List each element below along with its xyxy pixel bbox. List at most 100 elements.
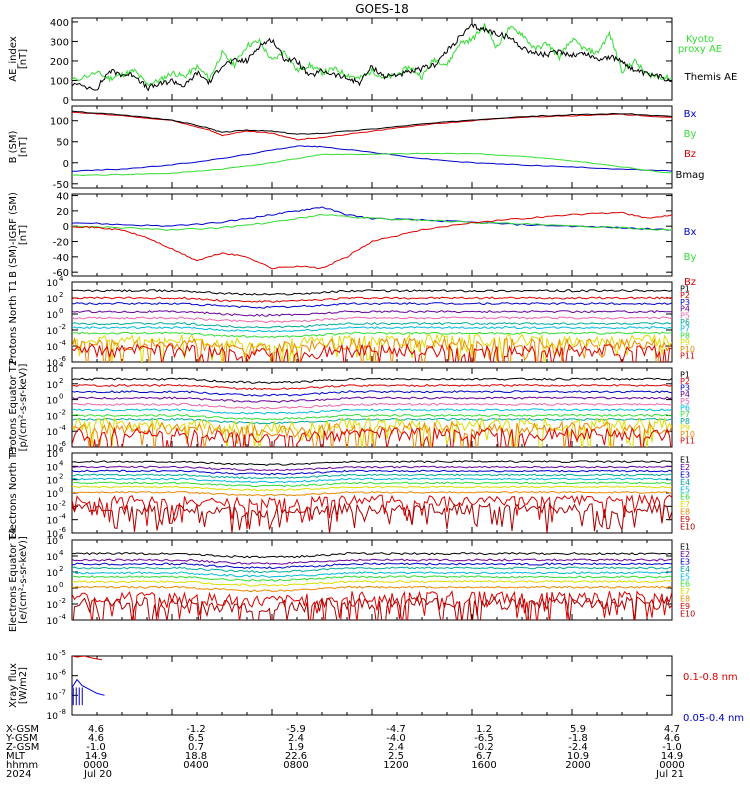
y-tick-label: 50 [56, 138, 69, 149]
y-tick-exponent: -4 [59, 613, 67, 621]
ephemeris-cell: 2.4 [288, 733, 304, 744]
legend-label: By [684, 252, 697, 263]
ephemeris-cell: -5.9 [286, 724, 306, 735]
channel-label: E10 [680, 609, 695, 618]
channel-p9 [72, 332, 672, 362]
channel-e8 [72, 585, 672, 593]
plot-area [72, 289, 672, 362]
y-tick-label: 10 [47, 617, 59, 627]
y-tick-exponent: -8 [59, 708, 66, 716]
y-tick-label: 10 [47, 365, 59, 375]
ephemeris-cell: -4.0 [386, 733, 406, 744]
y-tick-exponent: -6 [59, 355, 67, 363]
legend-label: proxy AE [678, 44, 722, 55]
channel-p11 [72, 426, 672, 447]
legend-label: Bz [684, 277, 696, 288]
series-bz [72, 111, 672, 141]
legend-label: Kyoto [686, 34, 714, 45]
channel-label: E5 [680, 572, 690, 581]
channel-label: P9 [680, 423, 690, 432]
channel-p4 [72, 396, 672, 403]
plot-area [72, 206, 672, 270]
ephemeris-cell: 4.7 [664, 724, 680, 735]
panel-bsm: -50 0 50 100 B (SM) [nT] Bx By Bz Bmag [8, 105, 705, 191]
channel-label: E1 [680, 543, 690, 552]
channel-e9 [72, 590, 672, 620]
y-axis-label: AE_index [8, 36, 19, 82]
ephemeris-cell: 0400 [183, 760, 208, 771]
y-tick-exponent: 2 [59, 377, 63, 385]
channel-label: E8 [680, 595, 690, 604]
y-tick-label: 10 [47, 412, 59, 422]
y-tick-label: 10 [47, 490, 59, 500]
y-tick-label: 10 [47, 712, 59, 722]
channel-label: P10 [680, 430, 695, 439]
y-axis-label: Protons Equator T2 [8, 360, 19, 456]
channel-label: E4 [680, 565, 690, 574]
channel-label: P2 [680, 377, 690, 386]
channel-label: P10 [680, 345, 695, 354]
y-tick-label: 10 [47, 463, 59, 473]
channel-label: P2 [680, 291, 690, 300]
y-axis-label: Electrons Equator T4 [8, 528, 19, 632]
ephemeris-row-label: 2024 [6, 769, 31, 780]
channel-label: P6 [680, 318, 690, 327]
channel-label: E7 [680, 587, 690, 596]
channel-label: E2 [680, 550, 690, 559]
ephemeris-cell: 22.6 [285, 751, 307, 762]
y-tick-exponent: -2 [59, 408, 66, 416]
y-axis-label: [nT] [18, 225, 29, 245]
channel-p3 [72, 390, 672, 397]
ephemeris-cell: 0000 [83, 760, 108, 771]
channel-e4 [72, 566, 672, 574]
channel-e6 [72, 575, 672, 582]
channel-p5 [72, 316, 672, 323]
channel-p1 [72, 289, 672, 296]
channel-p11 [72, 342, 672, 362]
channel-e5 [72, 571, 672, 578]
y-axis-label: [nT] [18, 49, 29, 69]
ephemeris-cell: 4.6 [88, 733, 104, 744]
y-tick-label: 10 [47, 585, 59, 595]
y-tick-exponent: -6 [59, 526, 67, 534]
y-axis-label: B (SM) [8, 130, 19, 163]
y-tick-exponent: 6 [59, 446, 64, 454]
y-tick-exponent: 2 [59, 565, 63, 573]
channel-e4 [72, 473, 672, 480]
channel-e8 [72, 490, 672, 497]
ephemeris-cell: 1600 [471, 760, 496, 771]
panel-frame [71, 655, 673, 716]
channel-label: E8 [680, 508, 690, 517]
y-tick-label: 10 [47, 517, 59, 527]
y-tick-label: 20 [56, 207, 69, 218]
y-tick-label: -60 [53, 268, 69, 279]
y-axis-label: [p/(cm²-s-sr-keV)] [18, 364, 29, 452]
ephemeris-cell: -1.0 [86, 742, 106, 753]
channel-label: P7 [680, 410, 690, 419]
channel-label: E9 [680, 515, 690, 524]
y-tick-label: 10 [47, 279, 59, 289]
channel-e2 [72, 558, 672, 565]
channel-e2 [72, 465, 672, 472]
ephemeris-cell: -4.7 [386, 724, 406, 735]
ephemeris-row-label: Z-GSM [6, 742, 39, 753]
ephemeris-cell: Jul 20 [83, 769, 112, 780]
channel-p4 [72, 309, 672, 317]
ephemeris-cell: 6.5 [188, 733, 204, 744]
y-tick-label: 100 [50, 117, 69, 128]
ephemeris-cell: 1.2 [476, 724, 492, 735]
channel-p1 [72, 377, 672, 384]
y-tick-label: 0 [63, 159, 69, 170]
ephemeris-cell: -1.2 [186, 724, 206, 735]
channel-label: E9 [680, 602, 690, 611]
y-tick-exponent: -4 [59, 339, 67, 347]
legend-label: 0.05-0.4 nm [683, 713, 744, 724]
y-tick-label: 10 [47, 692, 59, 702]
y-tick-label: 10 [47, 343, 59, 353]
y-axis-label: B (SM)-IGRF (SM) [8, 192, 19, 278]
y-tick-exponent: 6 [59, 533, 64, 541]
